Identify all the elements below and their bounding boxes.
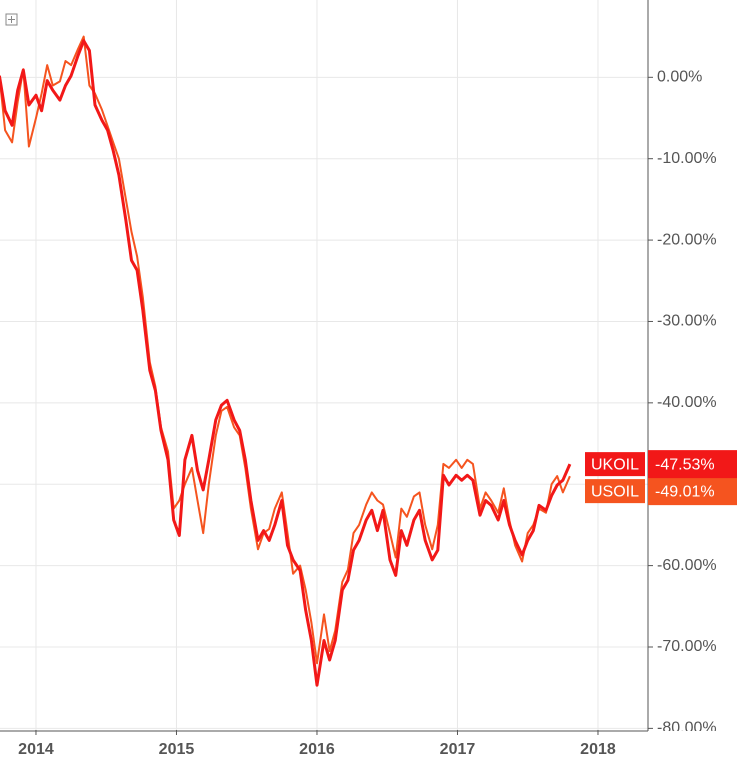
value-tag bbox=[648, 450, 737, 479]
price-tags: USOIL -49.01% UKOIL -47.53% bbox=[585, 450, 737, 506]
y-labels: 0.00%-10.00%-20.00%-30.00%-40.00%-50.00%… bbox=[657, 69, 717, 737]
name-tag-label: USOIL bbox=[591, 483, 639, 500]
x-tick-label: 2018 bbox=[580, 741, 616, 758]
expand-icon[interactable] bbox=[5, 13, 18, 26]
value-tag-label: -47.53% bbox=[655, 456, 715, 473]
name-tag bbox=[585, 452, 645, 477]
price-tag: USOIL -49.01% bbox=[585, 477, 737, 506]
series-line bbox=[0, 35, 571, 665]
y-tick-label: -80.00% bbox=[657, 720, 717, 737]
lines bbox=[0, 35, 572, 687]
price-tag: UKOIL -47.53% bbox=[585, 450, 737, 479]
x-tick-label: 2017 bbox=[440, 741, 476, 758]
name-tag-label: UKOIL bbox=[591, 456, 639, 473]
y-tick-label: -40.00% bbox=[657, 394, 717, 411]
x-labels: 2014 2015 2016 2017 2018 bbox=[18, 741, 616, 758]
value-tag-label: -49.01% bbox=[655, 483, 715, 500]
y-tick-label: -20.00% bbox=[657, 231, 717, 248]
series-line bbox=[0, 39, 572, 687]
x-tick-label: 2014 bbox=[18, 741, 54, 758]
y-tick-label: -70.00% bbox=[657, 638, 717, 655]
value-tag bbox=[648, 477, 737, 506]
x-tick-label: 2015 bbox=[159, 741, 195, 758]
name-tag bbox=[585, 479, 645, 504]
x-tick-label: 2016 bbox=[299, 741, 335, 758]
y-tick-label: -30.00% bbox=[657, 313, 717, 330]
y-tick-label: -60.00% bbox=[657, 557, 717, 574]
y-tick-label: 0.00% bbox=[657, 69, 702, 86]
y-tick-label: -10.00% bbox=[657, 150, 717, 167]
